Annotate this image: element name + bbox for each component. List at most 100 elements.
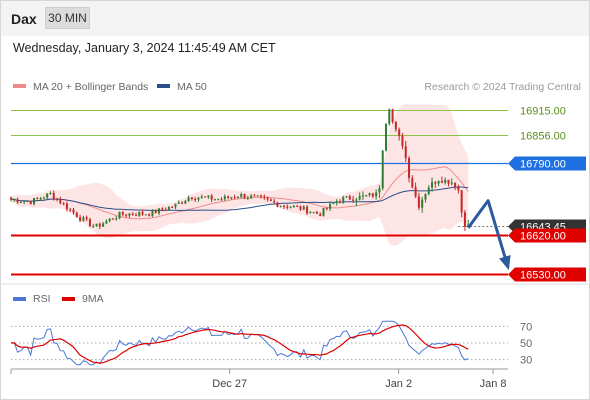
candle-body-18	[69, 209, 72, 211]
pivot-label-2: 16790.00	[520, 159, 566, 171]
candle-body-127	[427, 187, 430, 195]
candle-body-135	[454, 182, 457, 188]
watermark: Research © 2024 Trading Central	[424, 81, 581, 93]
bollinger-bands	[11, 104, 469, 246]
candle-body-24	[88, 219, 91, 227]
candle-body-8	[36, 198, 39, 200]
candle-body-74	[253, 195, 256, 197]
candle-body-53	[184, 200, 187, 204]
candle-body-124	[417, 196, 420, 208]
candle-body-117	[394, 121, 397, 130]
candle-body-67	[230, 197, 233, 199]
candle-body-90	[306, 206, 309, 214]
legend-swatch-price-0	[13, 84, 26, 88]
candle-body-29	[105, 221, 108, 224]
candle-body-106	[358, 195, 361, 200]
candle-body-52	[181, 202, 184, 204]
candle-body-70	[240, 193, 243, 198]
rsi-line	[10, 320, 469, 366]
rsi-tick-1: 50	[520, 338, 532, 350]
candle-body-118	[398, 129, 401, 136]
legend-swatch-rsi-0	[13, 297, 26, 301]
candle-body-136	[457, 187, 460, 191]
candle-body-10	[42, 197, 45, 199]
candle-body-64	[220, 199, 223, 201]
candle-body-20	[75, 212, 78, 218]
legend-swatch-rsi-1	[62, 297, 75, 301]
candle-body-123	[414, 187, 417, 197]
candle-body-41	[144, 214, 147, 216]
candle-body-86	[292, 205, 295, 208]
candle-body-16	[62, 203, 65, 205]
candle-body-27	[98, 223, 101, 227]
candle-body-7	[33, 198, 36, 204]
candle-body-54	[187, 197, 190, 201]
candle-body-93	[315, 211, 318, 214]
candle-body-35	[125, 214, 128, 216]
candle-body-120	[404, 146, 407, 159]
candle-body-80	[273, 200, 276, 203]
candle-body-57	[197, 197, 200, 200]
candle-body-66	[227, 196, 230, 198]
forecast-arrow-head	[499, 255, 511, 271]
candle-body-98	[332, 203, 335, 205]
symbol-label: Dax	[11, 11, 37, 27]
candle-body-88	[299, 206, 302, 210]
candle-body-65	[223, 196, 226, 200]
resistance-label-1: 16856.00	[520, 131, 566, 143]
candle-body-45	[158, 208, 161, 214]
candle-body-71	[243, 193, 246, 199]
candle-body-85	[289, 207, 292, 209]
candle-body-5	[26, 201, 29, 203]
candle-body-87	[296, 205, 299, 207]
candle-body-113	[381, 150, 384, 189]
candle-body-138	[463, 212, 466, 227]
candle-body-12	[49, 193, 52, 195]
forecast-arrow	[467, 199, 510, 268]
candle-body-83	[283, 205, 286, 207]
candle-body-3	[19, 201, 22, 203]
candle-body-22	[82, 217, 85, 221]
candle-body-76	[259, 195, 263, 197]
candle-body-128	[431, 182, 434, 188]
x-tick-label-0: Dec 27	[212, 378, 247, 390]
candle-body-77	[263, 196, 266, 198]
candle-body-95	[322, 208, 325, 216]
timeframe-button[interactable]: 30 MIN	[45, 7, 90, 29]
candle-body-68	[233, 197, 236, 199]
candle-body-63	[217, 199, 220, 201]
candle-body-32	[115, 218, 118, 220]
candle-body-112	[378, 188, 381, 193]
candle-body-132	[444, 179, 447, 183]
candle-body-75	[256, 195, 259, 197]
candle-body-94	[319, 213, 322, 216]
candle-body-101	[342, 197, 345, 202]
candle-body-36	[128, 213, 131, 216]
candle-body-134	[450, 182, 453, 184]
candle-body-82	[279, 205, 282, 207]
candle-body-47	[164, 209, 167, 211]
support-label-4: 16620.00	[520, 231, 566, 243]
candle-body-131	[440, 181, 443, 183]
candle-body-38	[134, 214, 138, 216]
legend-label-price-0: MA 20 + Bollinger Bands	[33, 81, 148, 93]
candle-body-100	[338, 201, 341, 203]
candle-body-55	[190, 197, 193, 200]
candle-body-40	[141, 212, 144, 215]
candle-body-15	[59, 199, 62, 204]
candle-body-44	[154, 210, 157, 214]
legend-swatch-price-1	[157, 84, 170, 88]
candle-body-60	[207, 195, 210, 198]
candle-body-17	[65, 203, 68, 210]
candle-body-62	[213, 199, 216, 201]
candle-body-73	[250, 195, 253, 198]
top-bar: Dax 30 MIN	[0, 0, 590, 36]
x-tick-label-2: Jan 8	[480, 378, 507, 390]
resistance-label-0: 16915.00	[520, 106, 566, 118]
rsi-tick-2: 30	[520, 355, 532, 367]
ma50-line	[11, 186, 469, 211]
candle-body-108	[365, 195, 368, 197]
candle-body-89	[302, 206, 305, 210]
candle-body-115	[388, 109, 391, 124]
candle-body-59	[204, 196, 207, 198]
